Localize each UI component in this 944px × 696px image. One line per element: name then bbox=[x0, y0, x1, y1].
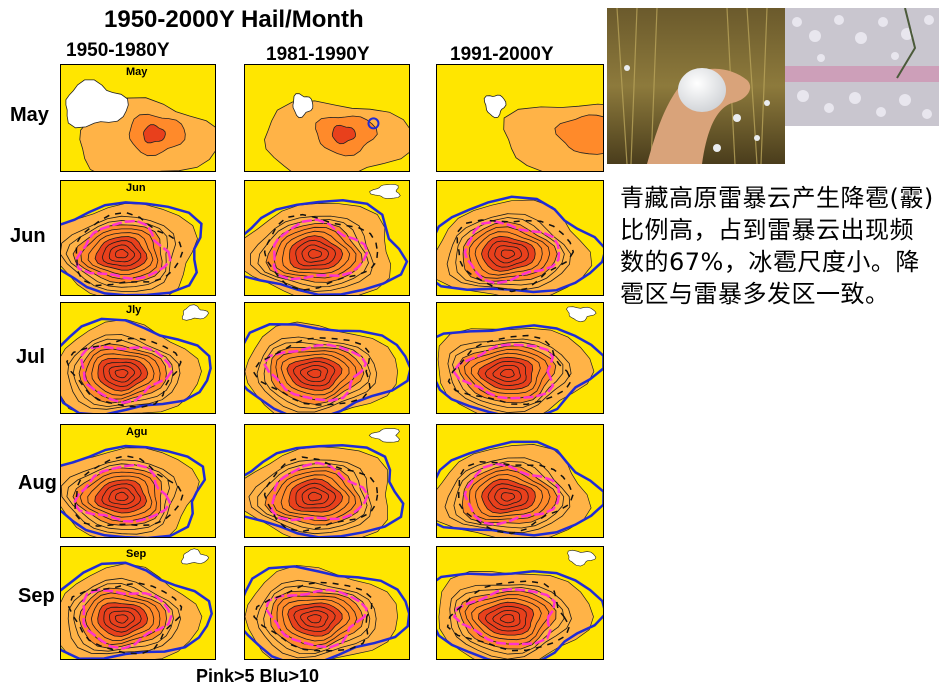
column-header-1991-2000: 1991-2000Y bbox=[450, 44, 554, 65]
panel-month-label: Sep bbox=[126, 548, 147, 560]
row-label-sep: Sep bbox=[18, 585, 55, 607]
description-text: 青藏高原雷暴云产生降雹(霰)比例高，占到雷暴云出现频数的67%，冰雹尺度小。降雹… bbox=[620, 184, 934, 308]
panel-month-label: Jun bbox=[126, 182, 146, 194]
hail-map-jul-1981-1990 bbox=[244, 302, 410, 414]
hail-map-jul-1950-1980: Jly bbox=[60, 302, 216, 414]
panel-month-label: Jly bbox=[126, 304, 142, 316]
hail-map-aug-1991-2000 bbox=[436, 424, 604, 538]
hail-map-jun-1981-1990 bbox=[244, 180, 410, 296]
row-label-jun: Jun bbox=[10, 225, 46, 247]
hail-map-sep-1950-1980: Sep bbox=[60, 546, 216, 660]
hail-map-aug-1950-1980: Agu bbox=[60, 424, 216, 538]
legend-note: Pink>5 Blu>10 bbox=[196, 666, 320, 686]
page-title: 1950-2000Y Hail/Month bbox=[104, 6, 364, 33]
hail-map-sep-1981-1990 bbox=[244, 546, 410, 660]
hail-map-may-1950-1980: May bbox=[60, 64, 216, 172]
hail-map-jul-1991-2000 bbox=[436, 302, 604, 414]
hail-map-jun-1991-2000 bbox=[436, 180, 604, 296]
hail-map-may-1981-1990 bbox=[244, 64, 410, 172]
hail-map-aug-1981-1990 bbox=[244, 424, 410, 538]
row-label-jul: Jul bbox=[16, 346, 45, 368]
hail-map-jun-1950-1980: Jun bbox=[60, 180, 216, 296]
column-header-1981-1990: 1981-1990Y bbox=[266, 44, 370, 65]
row-label-may: May bbox=[10, 104, 49, 126]
panel-month-label: May bbox=[126, 66, 148, 78]
hail-map-sep-1991-2000 bbox=[436, 546, 604, 660]
hail-on-ground-photo bbox=[785, 8, 939, 126]
hail-map-may-1991-2000 bbox=[436, 64, 604, 172]
row-label-aug: Aug bbox=[18, 472, 57, 494]
hailstone-in-hand-photo bbox=[607, 8, 785, 164]
panel-month-label: Agu bbox=[126, 426, 148, 438]
column-header-1950-1980: 1950-1980Y bbox=[66, 40, 170, 61]
